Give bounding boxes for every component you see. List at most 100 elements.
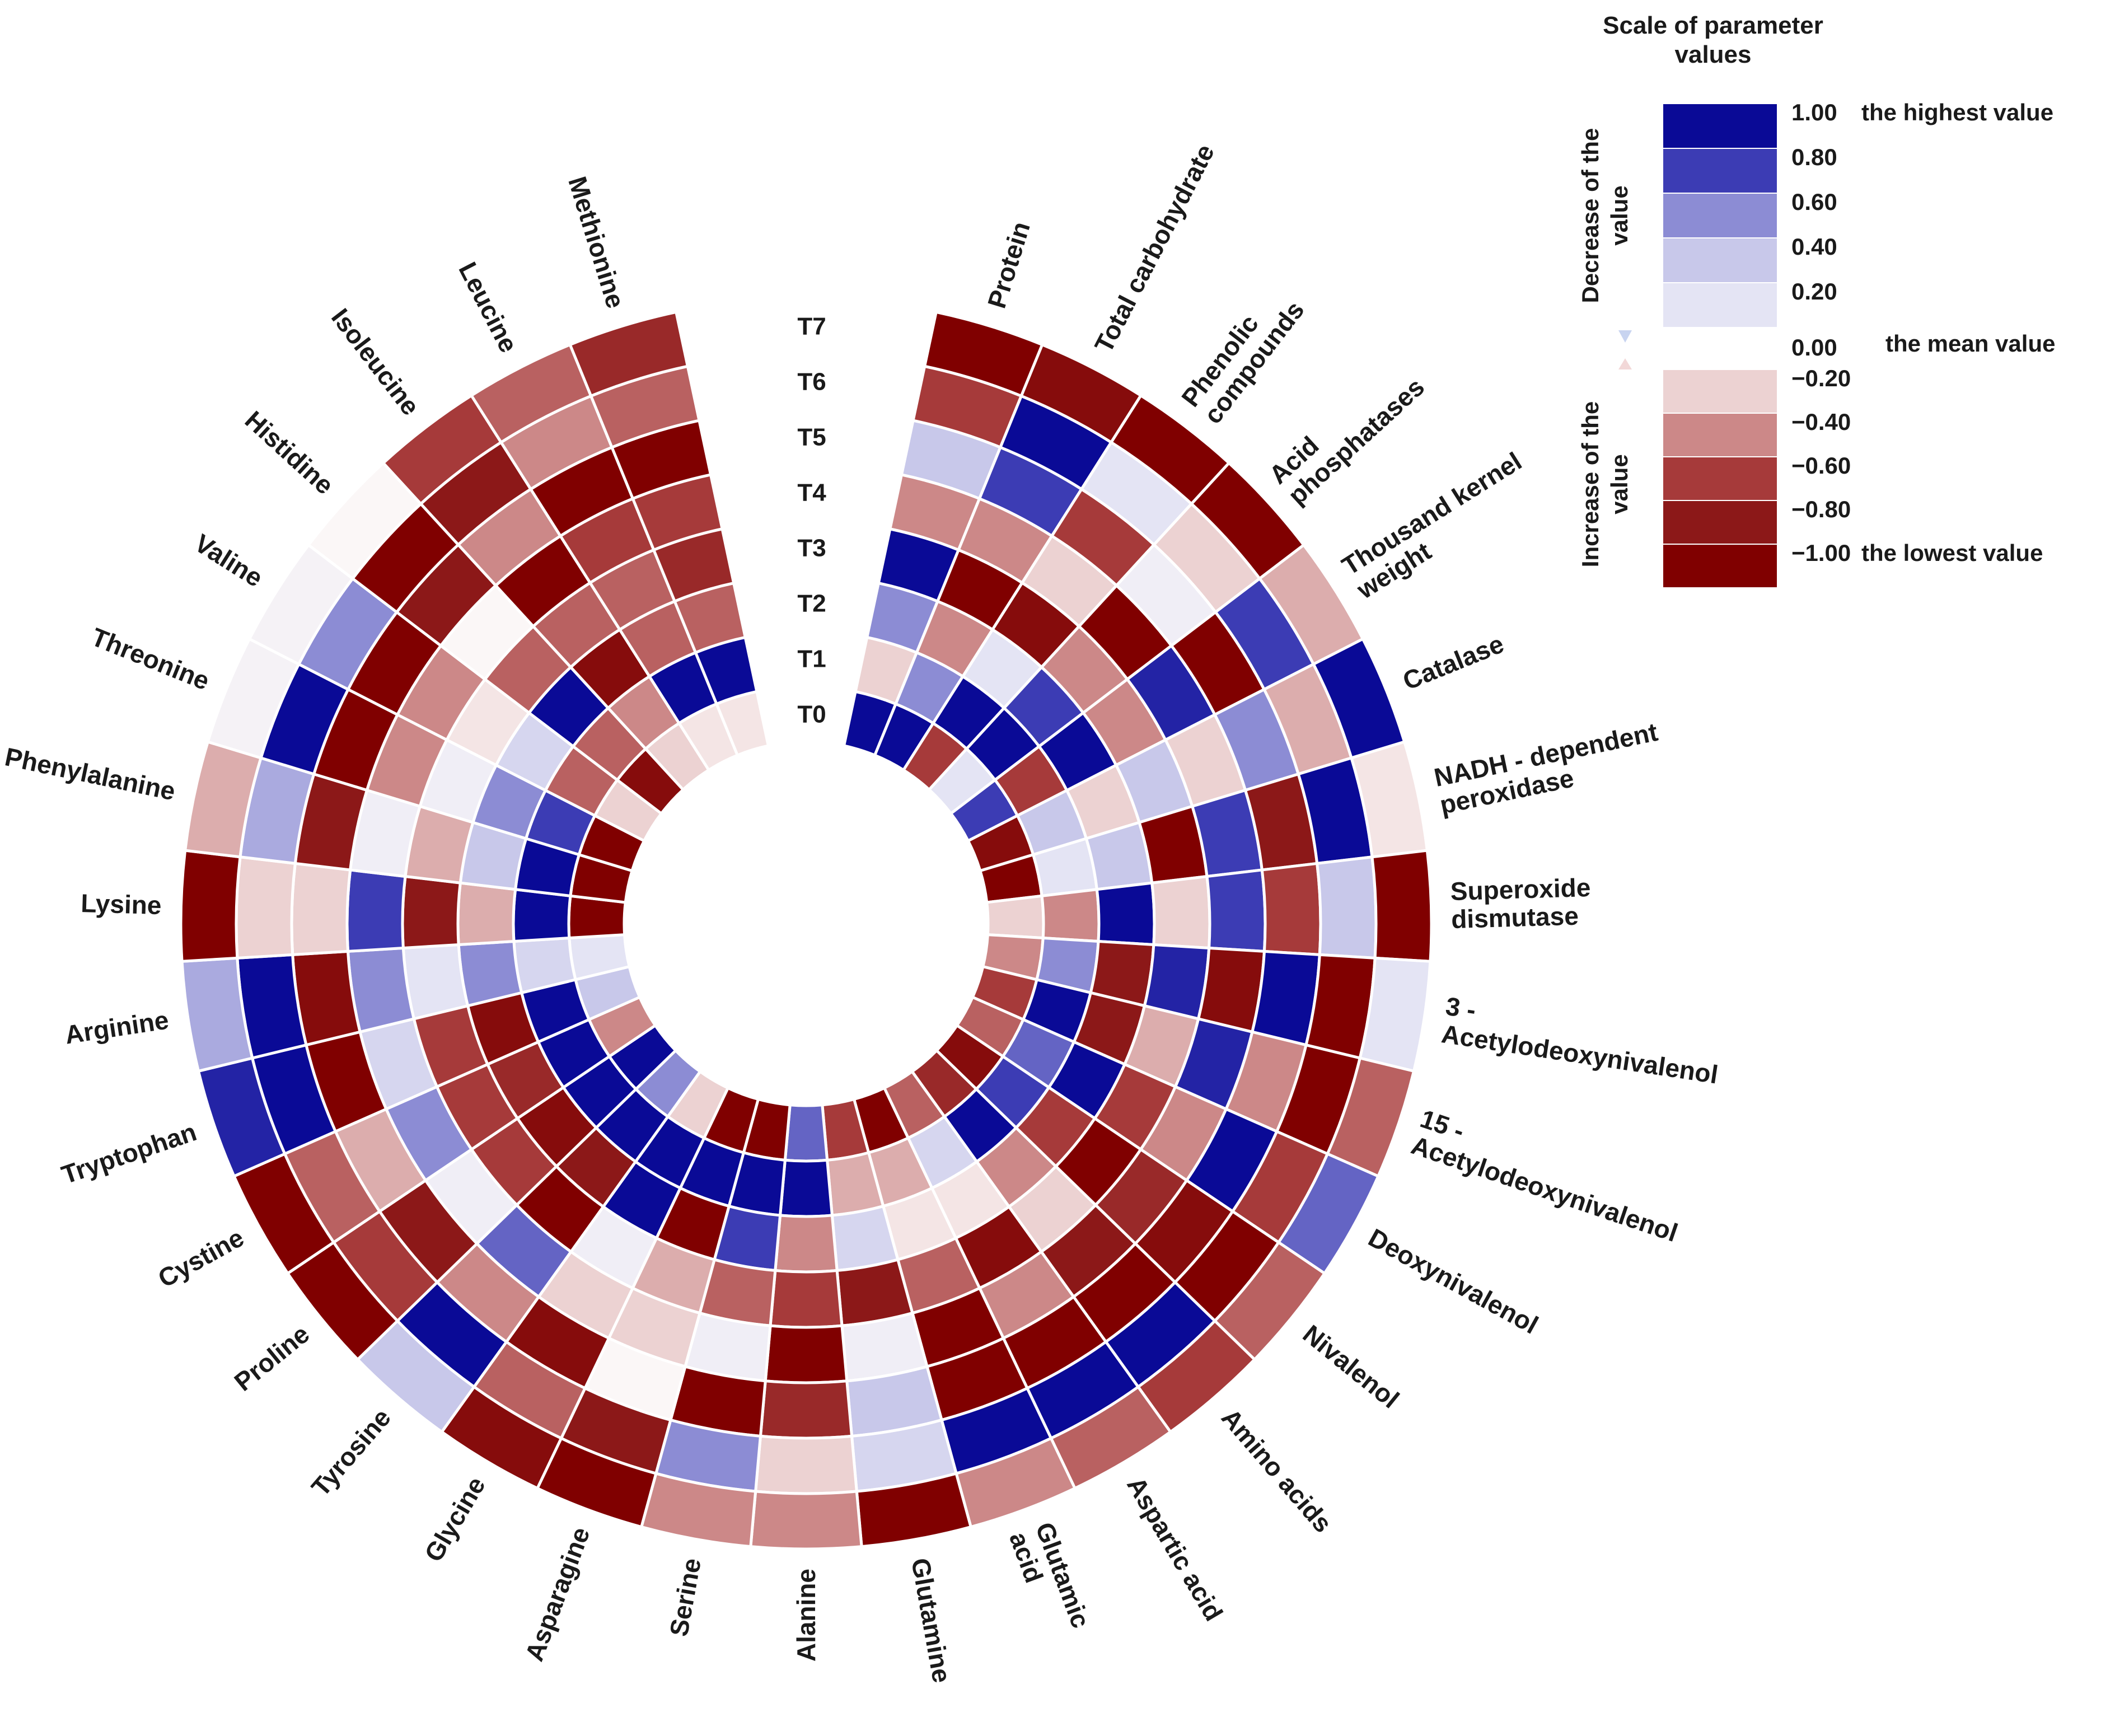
negative-swatch [1662, 456, 1778, 501]
sector-label-line: Glutamine [906, 1556, 957, 1685]
sector-label-line: Protein [982, 218, 1036, 312]
positive-swatch [1662, 193, 1778, 238]
negative-swatch [1662, 413, 1778, 457]
heat-cell-superoxide-dismutase-t1 [1040, 887, 1101, 943]
sector-label-amino-acids: Amino acids [1216, 1403, 1338, 1538]
negative-value-label: −0.20 [1791, 365, 1851, 391]
sector-label-line: Tyrosine [306, 1403, 396, 1502]
sector-label-methionine: Methionine [563, 173, 630, 311]
sector-label-serine: Serine [664, 1556, 706, 1639]
heat-cell-lysine-t6 [235, 855, 297, 960]
ring-label-t1: T1 [797, 645, 826, 673]
increase-label: Increase of the value [1577, 401, 1632, 567]
heat-cell-superoxide-dismutase-t5 [1260, 862, 1322, 957]
decrease-arrow-head [1618, 330, 1632, 343]
sector-label-line: dismutase [1451, 901, 1579, 934]
sector-label-line: Asparagine [520, 1523, 596, 1665]
positive-swatch [1662, 148, 1778, 194]
sector-label-arginine: Arginine [63, 1005, 170, 1049]
ring-label-t6: T6 [797, 368, 826, 396]
heatmap-cells [179, 310, 1433, 1551]
positive-value-label: 1.00 [1791, 99, 1837, 125]
sector-label-glycine: Glycine [419, 1472, 491, 1567]
sector-label-line: Proline [228, 1319, 315, 1397]
sector-label-line: Valine [190, 528, 268, 593]
mean-value-label: 0.00 [1791, 334, 1837, 361]
sector-label-line: Amino acids [1216, 1403, 1338, 1538]
sector-label-line: Catalase [1398, 629, 1508, 695]
sector-label-line: Arginine [63, 1005, 170, 1049]
sector-label-line: Acetylodeoxynivalenol [1440, 1019, 1720, 1089]
positive-swatch [1662, 237, 1778, 283]
positive-value-label: 0.20 [1791, 278, 1837, 305]
negative-value-label: −0.80 [1791, 496, 1851, 522]
sector-label-line: Superoxide [1450, 873, 1591, 906]
ring-label-t5: T5 [797, 424, 826, 451]
heat-cell-lysine-t7 [179, 849, 242, 963]
sector-label-15-acetylodeoxynivalenol: 15 -Acetylodeoxynivalenol [1408, 1104, 1682, 1248]
positive-swatch [1662, 103, 1778, 149]
sector-label-line: Glycine [419, 1472, 491, 1567]
heat-cell-arginine-t3 [401, 943, 470, 1021]
sector-label-nivalenol: Nivalenol [1298, 1319, 1405, 1414]
sector-label-line: Alanine [792, 1569, 821, 1662]
ring-label-t2: T2 [797, 590, 826, 617]
ring-labels: T0 T1 T2 T3 T4 T5 T6 T7 [797, 313, 826, 728]
sector-label-asparagine: Asparagine [520, 1523, 596, 1665]
heat-cell-superoxide-dismutase-t4 [1205, 868, 1267, 953]
heat-cell-alanine-t2 [774, 1214, 839, 1274]
heat-cell-superoxide-dismutase-t3 [1150, 874, 1211, 950]
sector-label-line: Serine [664, 1556, 706, 1639]
heat-cell-alanine-t4 [764, 1324, 849, 1384]
heat-cell-lysine-t1 [512, 887, 572, 943]
sector-label-phenylalanine: Phenylalanine [2, 742, 177, 806]
ring-label-t4: T4 [797, 479, 826, 507]
legend: Scale of parameter values Decrease of the… [1577, 12, 2055, 588]
negative-value-label: −0.40 [1791, 409, 1851, 435]
sector-label-cystine: Cystine [153, 1223, 249, 1293]
heat-cell-lysine-t5 [290, 862, 352, 957]
sector-label-line: Isoleucine [326, 303, 425, 420]
sector-label-proline: Proline [228, 1319, 315, 1397]
negative-swatch [1662, 544, 1778, 588]
heat-cell-alanine-t6 [754, 1434, 859, 1495]
heat-cell-alanine-t7 [749, 1490, 863, 1551]
sector-label-aspartic-acid: Aspartic acid [1121, 1472, 1229, 1626]
sector-label-line: Total carbohydrate [1089, 139, 1220, 357]
heat-cell-alanine-t0 [783, 1103, 829, 1163]
sector-label-line: Lysine [81, 888, 162, 920]
positive-note: the highest value [1861, 99, 2053, 125]
sector-label-3-acetylodeoxynivalenol: 3 -Acetylodeoxynivalenol [1440, 991, 1720, 1089]
negative-note: the lowest value [1861, 540, 2043, 566]
sector-label-isoleucine: Isoleucine [326, 303, 425, 420]
heat-cell-superoxide-dismutase-t2 [1095, 881, 1156, 947]
sector-label-tyrosine: Tyrosine [306, 1403, 396, 1502]
positive-value-label: 0.60 [1791, 189, 1837, 215]
sector-label-leucine: Leucine [453, 258, 523, 357]
heat-cell-arginine-t2 [457, 939, 523, 1008]
sector-label-line: Nivalenol [1298, 1319, 1405, 1414]
heat-cell-superoxide-dismutase-t0 [985, 894, 1045, 940]
heat-cell-superoxide-dismutase-t6 [1315, 855, 1378, 960]
ring-label-t3: T3 [797, 535, 826, 562]
ring-label-t7: T7 [797, 313, 826, 340]
heat-cell-superoxide-dismutase-t7 [1370, 849, 1433, 963]
sector-label-valine: Valine [190, 528, 268, 593]
heat-cell-methionine-t7 [568, 310, 690, 398]
sector-label-protein: Protein [982, 218, 1036, 312]
decrease-label: Decrease of the value [1577, 128, 1632, 303]
sector-label-total-carbohydrate: Total carbohydrate [1089, 139, 1220, 357]
negative-swatch [1662, 369, 1778, 414]
positive-value-label: 0.80 [1791, 144, 1837, 170]
sector-label-tryptophan: Tryptophan [58, 1117, 200, 1190]
increase-arrow-head [1618, 358, 1632, 369]
sector-label-line: Methionine [563, 173, 630, 311]
sector-label-line: Threonine [87, 622, 214, 696]
legend-swatches: 1.00 the highest value 0.80 0.60 0.40 0.20 0.0… [1662, 99, 2055, 588]
